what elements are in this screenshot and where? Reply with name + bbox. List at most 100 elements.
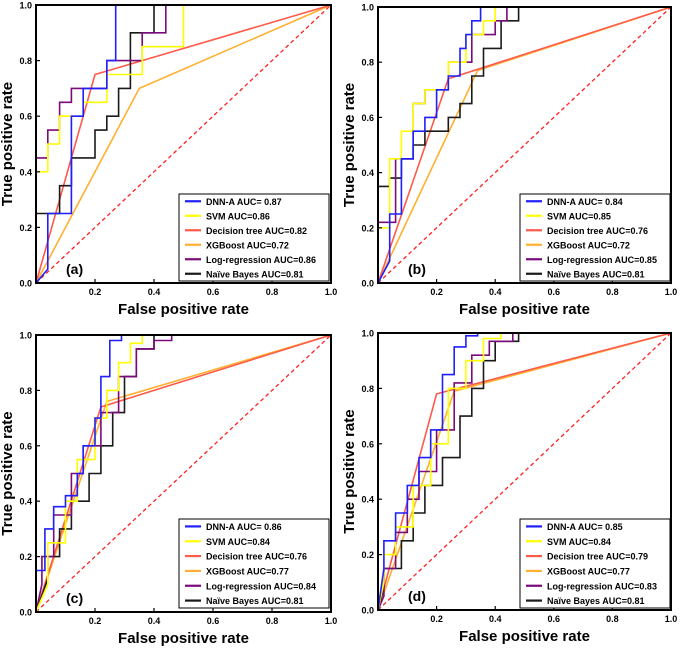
legend-entry: XGBoost AUC=0.77 xyxy=(206,566,289,576)
legend-entry: Decision tree AUC=0.76 xyxy=(547,226,648,236)
y-tick-label: 0.0 xyxy=(361,279,374,289)
y-axis-label: True positive rate xyxy=(0,411,16,535)
legend-entry: Naïve Bayes AUC=0.81 xyxy=(547,596,644,606)
x-tick-label: 0.8 xyxy=(266,616,279,626)
roc-curve-dnn xyxy=(35,4,331,284)
roc-curve-nb xyxy=(377,6,671,283)
x-axis-label: False positive rate xyxy=(459,301,590,318)
legend-entry: Decision tree AUC=0.82 xyxy=(206,226,307,236)
legend-entry: Log-regression AUC=0.85 xyxy=(547,255,657,265)
roc-panel-2: 0.2 0.4 0.6 0.8 1.0 0.0 0.2 0.4 0.6 0.8 1.0 False p… xyxy=(0,331,337,648)
legend-entry: SVM AUC=0.84 xyxy=(206,537,270,547)
x-axis-label: False positive rate xyxy=(459,628,590,645)
y-tick-label: 0.4 xyxy=(19,497,32,507)
x-tick-label: 0.6 xyxy=(548,287,561,297)
roc-curve-log xyxy=(35,334,331,613)
legend-entry: Decision tree AUC=0.76 xyxy=(206,552,307,562)
x-tick-label: 0.2 xyxy=(89,287,102,297)
roc-curve-dnn xyxy=(35,334,331,612)
x-tick-label: 1.0 xyxy=(665,287,678,297)
legend-entry: SVM AUC=0.84 xyxy=(547,537,611,547)
y-axis-label: True positive rate xyxy=(341,409,358,533)
roc-curve-dnn xyxy=(377,6,671,284)
plot-frame xyxy=(377,332,672,611)
roc-panel-3: 0.2 0.4 0.6 0.8 1.0 0.0 0.2 0.4 0.6 0.8 1.0 False p… xyxy=(341,329,677,646)
y-tick-label: 0.6 xyxy=(361,113,374,123)
legend-entry: XGBoost AUC=0.72 xyxy=(547,240,630,250)
y-tick-label: 0.4 xyxy=(19,167,32,177)
panel-label: (c) xyxy=(66,590,83,606)
x-tick-label: 0.4 xyxy=(148,616,161,626)
y-tick-label: 0.8 xyxy=(19,386,32,396)
legend-entry: DNN-A AUC= 0.87 xyxy=(206,197,282,207)
y-axis-label: True positive rate xyxy=(0,82,16,206)
roc-curve-chance xyxy=(377,332,672,611)
x-tick-label: 0.2 xyxy=(89,616,102,626)
y-axis-label: True positive rate xyxy=(341,83,358,207)
roc-curve-dt xyxy=(377,332,672,611)
legend: DNN-A AUC= 0.87 SVM AUC=0.86 Decision tree… xyxy=(178,193,330,282)
legend: DNN-A AUC= 0.85 SVM AUC=0.84 Decision tree… xyxy=(519,518,671,609)
y-tick-label: 0.2 xyxy=(361,550,374,560)
legend-entry: SVM AUC=0.86 xyxy=(206,211,270,221)
x-tick-label: 0.4 xyxy=(489,287,502,297)
y-tick-label: 0.2 xyxy=(361,223,374,233)
x-tick-label: 0.6 xyxy=(207,616,220,626)
legend-box xyxy=(178,193,330,282)
y-tick-label: 1.0 xyxy=(361,3,374,13)
x-tick-label: 1.0 xyxy=(325,616,338,626)
y-tick-label: 0.2 xyxy=(19,223,32,233)
y-tick-label: 0.0 xyxy=(19,608,32,618)
x-tick-label: 0.4 xyxy=(489,614,502,624)
x-tick-label: 0.6 xyxy=(207,287,220,297)
roc-curve-log xyxy=(377,332,671,611)
x-tick-label: 0.8 xyxy=(266,287,279,297)
y-tick-label: 0.4 xyxy=(361,168,374,178)
legend-entry: Log-regression AUC=0.86 xyxy=(206,255,316,265)
legend-entry: DNN-A AUC= 0.85 xyxy=(547,522,623,532)
legend-entry: Naïve Bayes AUC=0.81 xyxy=(206,596,303,606)
y-tick-label: 0.8 xyxy=(361,58,374,68)
legend-box xyxy=(519,518,671,609)
plot-frame xyxy=(35,4,332,284)
y-tick-label: 0.8 xyxy=(361,384,374,394)
legend-box xyxy=(519,193,671,282)
x-tick-label: 0.2 xyxy=(430,287,443,297)
legend-entry: Log-regression AUC=0.84 xyxy=(206,581,316,591)
y-tick-label: 1.0 xyxy=(361,329,374,339)
y-tick-label: 0.6 xyxy=(19,441,32,451)
x-axis-label: False positive rate xyxy=(118,301,249,318)
x-tick-label: 0.6 xyxy=(548,614,561,624)
legend-entry: Naïve Bayes AUC=0.81 xyxy=(547,269,644,279)
roc-curve-svm xyxy=(377,332,671,611)
x-tick-label: 0.4 xyxy=(148,287,161,297)
x-tick-label: 0.8 xyxy=(606,614,619,624)
legend-entry: DNN-A AUC= 0.84 xyxy=(547,197,623,207)
x-tick-label: 1.0 xyxy=(325,287,338,297)
y-tick-label: 0.0 xyxy=(361,606,374,616)
roc-curve-chance xyxy=(35,4,332,284)
legend-box xyxy=(178,518,330,609)
y-tick-label: 0.2 xyxy=(19,552,32,562)
roc-curve-nb xyxy=(35,4,331,283)
legend-entry: XGBoost AUC=0.77 xyxy=(547,566,630,576)
legend-entry: Naïve Bayes AUC=0.81 xyxy=(206,269,303,279)
legend: DNN-A AUC= 0.84 SVM AUC=0.85 Decision tree… xyxy=(519,193,671,282)
roc-curve-dnn xyxy=(377,332,671,611)
roc-curve-svm xyxy=(377,6,671,283)
panel-label: (a) xyxy=(66,261,83,277)
legend: DNN-A AUC= 0.86 SVM AUC=0.84 Decision tree… xyxy=(178,518,330,609)
y-tick-label: 1.0 xyxy=(19,1,32,11)
legend-entry: XGBoost AUC=0.72 xyxy=(206,240,289,250)
panel-label: (b) xyxy=(408,261,426,277)
y-tick-label: 0.0 xyxy=(19,279,32,289)
legend-entry: Decision tree AUC=0.79 xyxy=(547,552,648,562)
roc-curve-chance xyxy=(35,334,332,613)
roc-curve-xgb xyxy=(35,4,332,284)
roc-panel-1: 0.2 0.4 0.6 0.8 1.0 0.0 0.2 0.4 0.6 0.8 1.0 False p… xyxy=(341,3,677,319)
roc-panel-0: 0.2 0.4 0.6 0.8 1.0 0.0 0.2 0.4 0.6 0.8 1.0 False p… xyxy=(0,1,337,319)
plot-frame xyxy=(35,334,332,613)
y-tick-label: 0.6 xyxy=(19,112,32,122)
y-tick-label: 0.8 xyxy=(19,56,32,66)
y-tick-label: 0.6 xyxy=(361,439,374,449)
